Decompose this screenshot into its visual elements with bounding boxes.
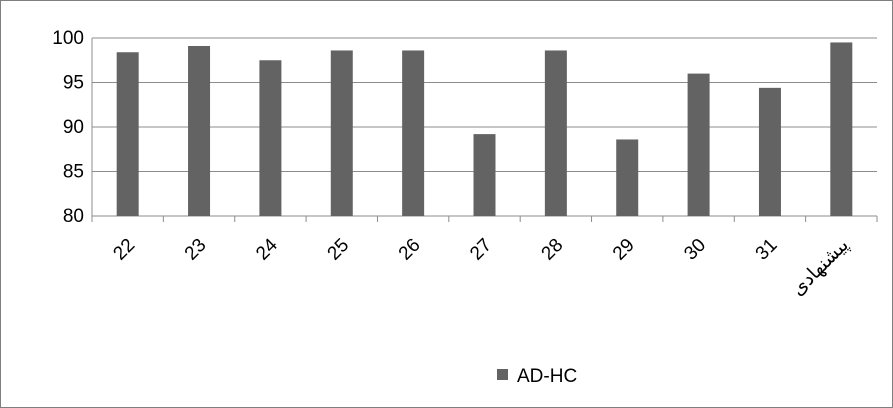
x-tick-label: 22 [109,235,139,265]
bar-31 [758,87,781,216]
y-tick-label: 100 [52,28,84,49]
bars [116,42,853,217]
bar-27 [473,134,496,216]
legend-label-ad-hc: AD-HC [517,366,577,387]
bar-25 [330,50,353,217]
bar-29 [616,139,639,216]
bar-28 [544,50,567,217]
bar-24 [259,60,282,216]
x-tick-label: 26 [395,235,425,265]
y-tick-label: 85 [63,162,84,183]
y-tick-label: 90 [63,117,84,138]
bar-22 [116,52,139,216]
bar-30 [687,73,710,216]
bar-26 [402,50,425,217]
bar-پیشنهادی [830,42,853,217]
x-tick-label: پیشنهادی [787,235,852,300]
legend: AD-HC [497,366,577,387]
x-tick-label: 30 [680,235,710,265]
x-tick-label: 24 [252,234,282,264]
y-tick-label: 95 [63,73,84,94]
legend-swatch [497,369,508,380]
x-tick-label: 25 [324,235,354,265]
bar-23 [188,46,211,217]
y-tick-label: 80 [63,206,84,227]
x-tick-labels: 22 23 24 25 26 27 28 29 30 31 پیشنهادی [109,234,852,300]
x-tick-label: 27 [466,235,496,265]
x-tick-label: 29 [609,235,639,265]
x-tick-label: 23 [181,235,211,265]
y-tick-labels: 80 85 90 95 100 [52,28,84,227]
x-tick-label: 28 [538,235,568,265]
x-tick-label: 31 [752,235,782,265]
